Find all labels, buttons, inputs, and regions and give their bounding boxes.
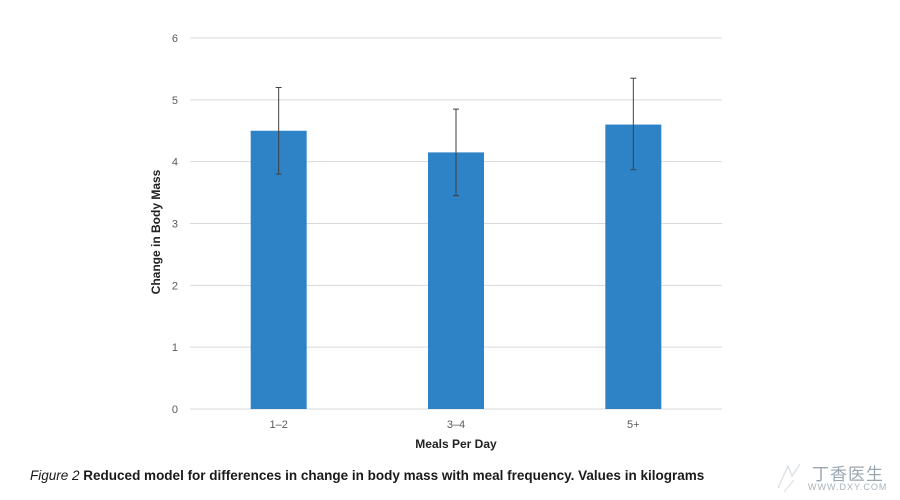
y-tick-label: 5 bbox=[172, 95, 178, 107]
y-tick-label: 2 bbox=[172, 280, 178, 292]
figure-caption: Figure 2 Reduced model for differences i… bbox=[30, 468, 704, 483]
bar bbox=[605, 124, 662, 410]
error-bars bbox=[275, 77, 637, 197]
y-tick-label: 4 bbox=[172, 157, 178, 169]
y-axis-title: Change in Body Mass bbox=[149, 169, 163, 294]
watermark-url: WWW.DXY.COM bbox=[808, 482, 888, 492]
figure-label: Figure 2 bbox=[30, 468, 80, 483]
bar bbox=[250, 130, 307, 409]
y-tick-labels: 0 1 2 3 4 5 6 bbox=[172, 33, 178, 416]
y-tick-label: 1 bbox=[172, 342, 178, 354]
watermark-text: 丁香医生 bbox=[812, 465, 884, 485]
y-tick-label: 0 bbox=[172, 404, 178, 416]
x-tick-label: 3–4 bbox=[447, 419, 465, 431]
x-tick-label: 1–2 bbox=[269, 419, 287, 431]
y-tick-label: 3 bbox=[172, 219, 178, 231]
x-tick-label: 5+ bbox=[627, 419, 640, 431]
watermark-logo-icon bbox=[777, 463, 801, 493]
x-tick-labels: 1–2 3–4 5+ bbox=[269, 419, 639, 431]
figure-caption-text: Reduced model for differences in change … bbox=[83, 468, 705, 483]
x-axis-title: Meals Per Day bbox=[415, 437, 497, 451]
y-tick-label: 6 bbox=[172, 33, 178, 45]
